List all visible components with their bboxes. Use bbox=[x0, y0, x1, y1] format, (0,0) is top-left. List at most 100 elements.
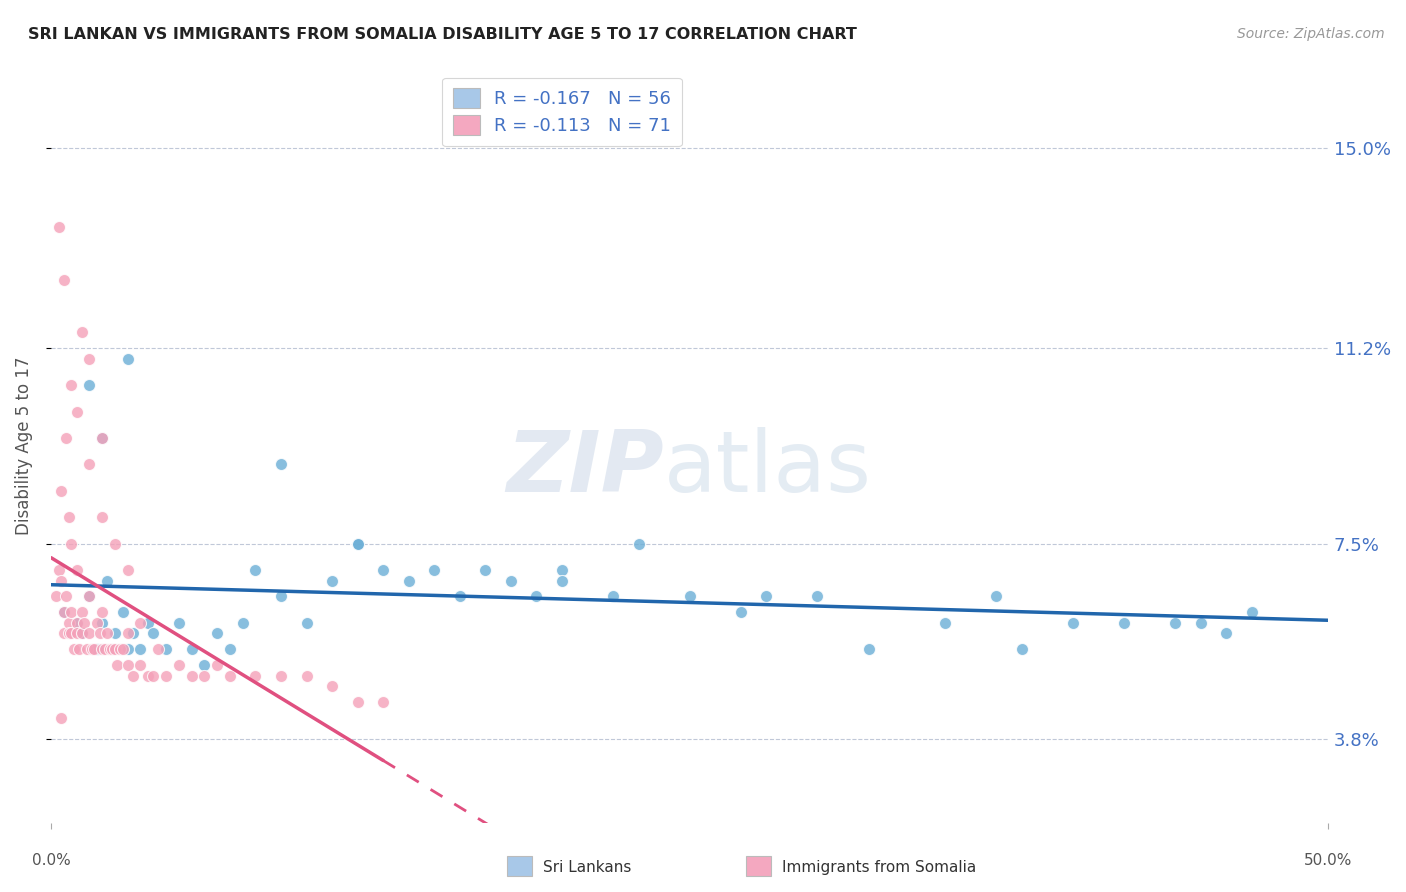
Point bbox=[104, 626, 127, 640]
Point bbox=[65, 615, 87, 630]
Point bbox=[104, 536, 127, 550]
Point bbox=[86, 615, 108, 630]
Point bbox=[423, 563, 446, 577]
Point bbox=[373, 695, 395, 709]
Point bbox=[91, 431, 114, 445]
Point bbox=[96, 574, 118, 588]
Point bbox=[51, 711, 73, 725]
Point bbox=[117, 642, 139, 657]
Point bbox=[129, 642, 152, 657]
Point bbox=[91, 510, 114, 524]
Point bbox=[136, 668, 159, 682]
Point bbox=[98, 642, 121, 657]
Point bbox=[1112, 615, 1135, 630]
Point bbox=[627, 536, 650, 550]
Point bbox=[93, 642, 115, 657]
Point bbox=[91, 605, 114, 619]
Point bbox=[474, 563, 496, 577]
Point bbox=[60, 378, 83, 392]
Text: Sri Lankans: Sri Lankans bbox=[544, 860, 631, 874]
Point bbox=[52, 605, 75, 619]
Point bbox=[70, 626, 93, 640]
Point bbox=[1164, 615, 1187, 630]
Point bbox=[70, 626, 93, 640]
Point bbox=[65, 405, 87, 419]
Legend: R = -0.167   N = 56, R = -0.113   N = 71: R = -0.167 N = 56, R = -0.113 N = 71 bbox=[441, 78, 682, 146]
Point bbox=[67, 642, 90, 657]
Point bbox=[79, 590, 101, 604]
Point bbox=[129, 658, 152, 673]
Point bbox=[52, 273, 75, 287]
Point bbox=[111, 605, 134, 619]
Point bbox=[65, 563, 87, 577]
Point bbox=[806, 590, 828, 604]
Point bbox=[63, 642, 86, 657]
Text: 50.0%: 50.0% bbox=[1305, 854, 1353, 868]
Point bbox=[398, 574, 420, 588]
Point bbox=[107, 658, 129, 673]
Point bbox=[321, 574, 343, 588]
FancyBboxPatch shape bbox=[747, 856, 772, 876]
Point bbox=[193, 668, 215, 682]
Point bbox=[295, 668, 318, 682]
Point bbox=[1011, 642, 1033, 657]
Point bbox=[76, 642, 98, 657]
Point bbox=[934, 615, 956, 630]
Point bbox=[104, 642, 127, 657]
Y-axis label: Disability Age 5 to 17: Disability Age 5 to 17 bbox=[15, 357, 32, 535]
Point bbox=[1215, 626, 1237, 640]
Point bbox=[73, 615, 96, 630]
Point bbox=[551, 574, 574, 588]
Point bbox=[346, 536, 368, 550]
Point bbox=[295, 615, 318, 630]
Point bbox=[142, 626, 165, 640]
Point bbox=[270, 458, 292, 472]
Point bbox=[602, 590, 624, 604]
Point bbox=[86, 642, 108, 657]
Point bbox=[60, 626, 83, 640]
Point bbox=[117, 563, 139, 577]
Point bbox=[80, 642, 103, 657]
Point bbox=[679, 590, 702, 604]
Point bbox=[986, 590, 1008, 604]
Point bbox=[167, 658, 190, 673]
Point bbox=[117, 658, 139, 673]
Point bbox=[79, 590, 101, 604]
Text: Immigrants from Somalia: Immigrants from Somalia bbox=[783, 860, 977, 874]
Text: SRI LANKAN VS IMMIGRANTS FROM SOMALIA DISABILITY AGE 5 TO 17 CORRELATION CHART: SRI LANKAN VS IMMIGRANTS FROM SOMALIA DI… bbox=[28, 27, 858, 42]
Point bbox=[526, 590, 548, 604]
Point bbox=[48, 563, 70, 577]
Point bbox=[91, 615, 114, 630]
Point bbox=[1189, 615, 1212, 630]
Point bbox=[121, 668, 143, 682]
Point bbox=[117, 626, 139, 640]
Point bbox=[148, 642, 170, 657]
Point bbox=[449, 590, 471, 604]
Point bbox=[55, 431, 77, 445]
Point bbox=[180, 668, 202, 682]
Point bbox=[58, 626, 80, 640]
Point bbox=[45, 590, 67, 604]
Point bbox=[60, 605, 83, 619]
Point bbox=[373, 563, 395, 577]
Point bbox=[96, 626, 118, 640]
Point bbox=[142, 668, 165, 682]
Point bbox=[218, 668, 240, 682]
Text: Source: ZipAtlas.com: Source: ZipAtlas.com bbox=[1237, 27, 1385, 41]
Point bbox=[70, 605, 93, 619]
Point bbox=[346, 536, 368, 550]
Point bbox=[70, 326, 93, 340]
Point bbox=[232, 615, 254, 630]
Point bbox=[245, 668, 267, 682]
Point bbox=[136, 615, 159, 630]
Point bbox=[79, 458, 101, 472]
Point bbox=[101, 642, 124, 657]
Point bbox=[193, 658, 215, 673]
Point bbox=[551, 563, 574, 577]
Point bbox=[205, 626, 228, 640]
Point bbox=[121, 626, 143, 640]
Point bbox=[117, 351, 139, 366]
Text: ZIP: ZIP bbox=[506, 427, 664, 510]
Point bbox=[730, 605, 752, 619]
Point bbox=[111, 642, 134, 657]
